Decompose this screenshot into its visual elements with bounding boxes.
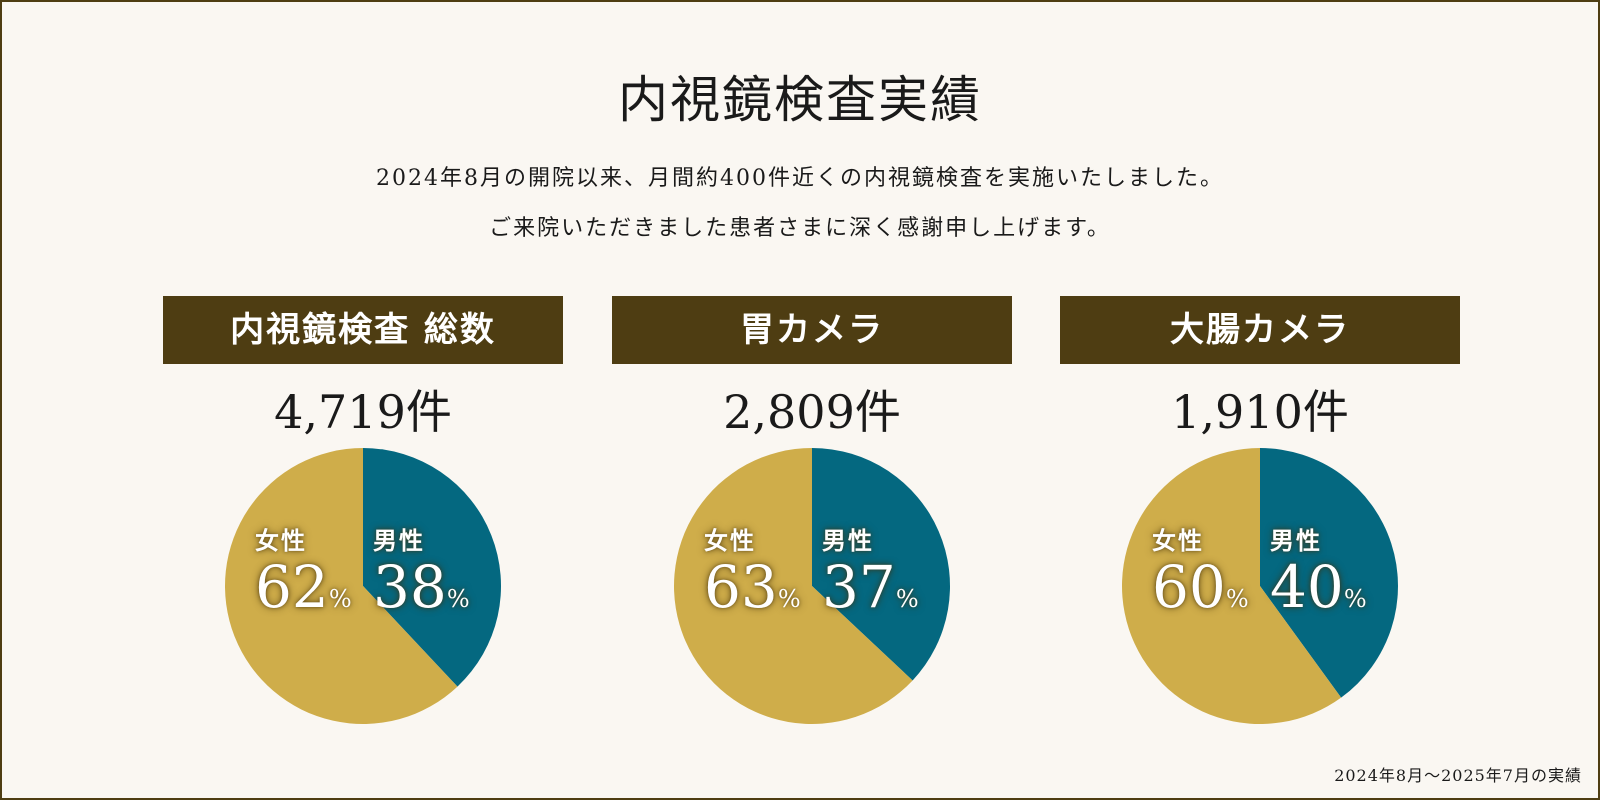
male-name: 男性 <box>1270 526 1322 555</box>
intro-line-1: 2024年8月の開院以来、月間約400件近くの内視鏡検査を実施いたしました。 <box>376 166 1224 191</box>
pie-chart <box>1122 448 1398 724</box>
female-value: 60 <box>1152 553 1226 621</box>
male-value-line: 40% <box>1270 558 1367 616</box>
female-name: 女性 <box>704 526 756 555</box>
male-unit: % <box>446 585 470 613</box>
panel-count: 4,719件 <box>274 385 452 439</box>
female-value: 63 <box>704 553 778 621</box>
intro-line-2: ご来院いただきました患者さまに深く感謝申し上げます。 <box>489 216 1111 241</box>
pie-slice-male <box>1260 448 1398 698</box>
male-value-line: 38% <box>373 558 470 616</box>
female-name: 女性 <box>255 526 307 555</box>
panel-gastro: 胃カメラ 2,809件 女性 63% 男性 37% <box>612 296 1012 726</box>
female-label: 女性 62% <box>255 521 352 616</box>
male-name: 男性 <box>373 526 425 555</box>
pie-slice-male <box>363 448 501 687</box>
panel-title: 大腸カメラ <box>1060 296 1460 364</box>
period-footnote: 2024年8月～2025年7月の実績 <box>1334 766 1582 785</box>
pie-slice-female <box>674 448 913 724</box>
panel-title: 胃カメラ <box>612 296 1012 364</box>
female-value: 62 <box>255 553 329 621</box>
female-value-line: 60% <box>1152 558 1249 616</box>
pie-slice-female <box>1122 448 1342 724</box>
male-label: 男性 40% <box>1270 521 1367 616</box>
female-name: 女性 <box>1152 526 1204 555</box>
panel-count: 1,910件 <box>1171 385 1349 439</box>
male-value: 38 <box>373 553 447 621</box>
female-unit: % <box>328 585 352 613</box>
female-unit: % <box>1225 585 1249 613</box>
male-unit: % <box>895 585 919 613</box>
panel-total: 内視鏡検査 総数 4,719件 女性 62% 男性 38% <box>163 296 563 726</box>
panel-colon: 大腸カメラ 1,910件 女性 60% 男性 40% <box>1060 296 1460 726</box>
male-value: 40 <box>1270 553 1344 621</box>
female-value-line: 63% <box>704 558 801 616</box>
female-unit: % <box>777 585 801 613</box>
pie-chart <box>674 448 950 724</box>
male-label: 男性 38% <box>373 521 470 616</box>
page-title: 内視鏡検査実績 <box>618 71 982 129</box>
panel-title: 内視鏡検査 総数 <box>163 296 563 364</box>
pie-slice-female <box>225 448 458 724</box>
male-label: 男性 37% <box>822 521 919 616</box>
male-value: 37 <box>822 553 896 621</box>
female-label: 女性 60% <box>1152 521 1249 616</box>
panel-count: 2,809件 <box>723 385 901 439</box>
male-unit: % <box>1343 585 1367 613</box>
female-value-line: 62% <box>255 558 352 616</box>
pie-chart <box>225 448 501 724</box>
male-value-line: 37% <box>822 558 919 616</box>
female-label: 女性 63% <box>704 521 801 616</box>
pie-slice-male <box>812 448 950 681</box>
male-name: 男性 <box>822 526 874 555</box>
